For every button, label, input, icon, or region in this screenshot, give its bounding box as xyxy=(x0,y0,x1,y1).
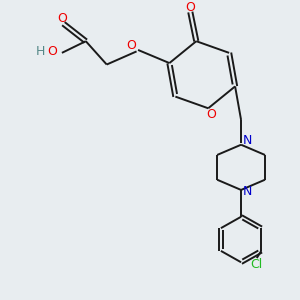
Text: H: H xyxy=(36,45,45,58)
Text: O: O xyxy=(206,108,216,121)
Text: N: N xyxy=(243,134,252,147)
Text: O: O xyxy=(47,45,57,58)
Text: O: O xyxy=(127,39,136,52)
Text: O: O xyxy=(57,12,67,25)
Text: Cl: Cl xyxy=(250,258,263,271)
Text: O: O xyxy=(185,1,195,13)
Text: N: N xyxy=(243,185,252,198)
